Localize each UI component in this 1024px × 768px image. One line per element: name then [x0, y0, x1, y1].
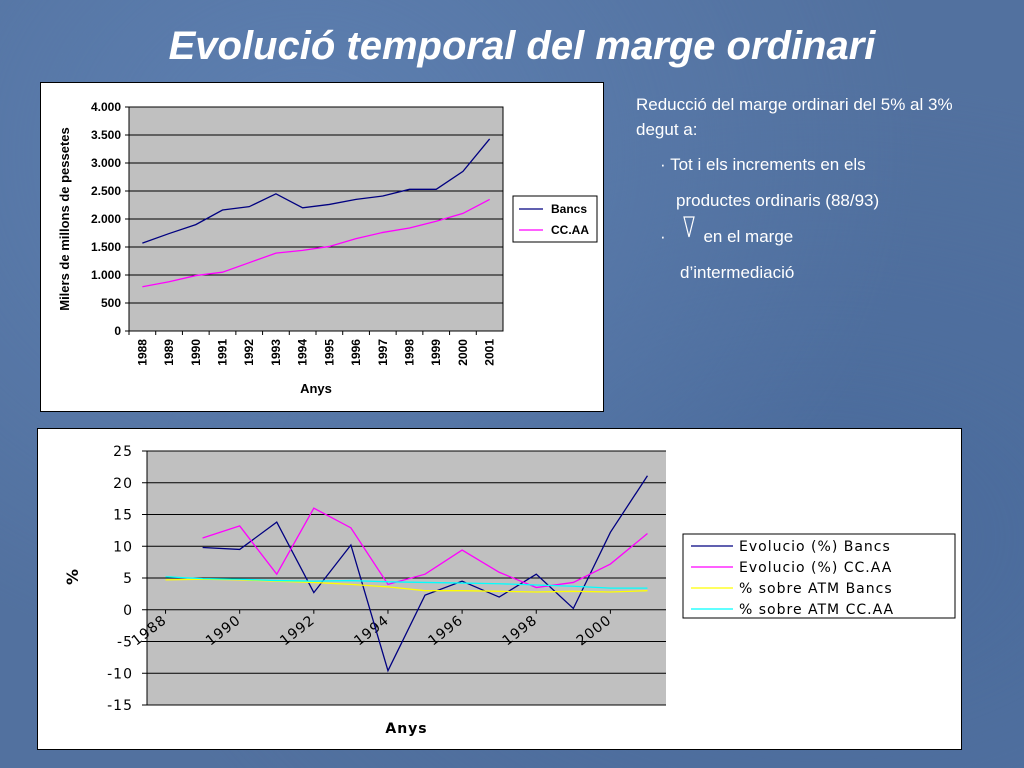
series-line-evolucio-bancs	[202, 475, 649, 673]
x-axis-label: Anys	[385, 721, 427, 737]
legend-box	[682, 533, 956, 619]
legend-label: Bancs	[551, 202, 587, 216]
y-tick-label: 1.000	[91, 268, 121, 282]
y-tick-label: 25	[113, 444, 133, 460]
y-tick-label: -15	[107, 698, 133, 714]
chart-absolute-margin-svg: 0 500 1.000 1.500 2.000 2.500 3.000 3.500 4.000 1…	[57, 100, 598, 396]
y-tick-label: 2.000	[91, 212, 121, 226]
y-tick-label: 0	[123, 603, 133, 619]
legend-label: % sobre ATM Bancs	[739, 581, 893, 597]
x-tick-label: 1996	[349, 339, 363, 366]
y-tick-label: 500	[101, 296, 121, 310]
legend-label: Evolucio (%) Bancs	[739, 539, 891, 555]
x-tick-label: 1994	[296, 339, 310, 366]
note-intro: Reducció del marge ordinari del 5% al 3%…	[636, 95, 953, 139]
y-axis-label: %	[63, 569, 82, 585]
x-tick-label: 1999	[429, 339, 443, 366]
legend-label: CC.AA	[551, 223, 589, 237]
chart-absolute-margin: 0 500 1.000 1.500 2.000 2.500 3.000 3.500 4.000 1…	[40, 82, 604, 412]
x-tick-label: 1998	[403, 339, 417, 366]
y-tick-label: 1.500	[91, 240, 121, 254]
bullet-dot: ·	[660, 155, 666, 174]
slide-title: Evolució temporal del marge ordinari	[168, 24, 876, 68]
x-tick-label: 2001	[483, 339, 497, 366]
y-tick-label: 20	[113, 476, 133, 492]
note-bullet-2-cont: d’intermediació	[680, 263, 795, 282]
x-axis-label: Anys	[300, 381, 332, 396]
x-tick-label: 1995	[322, 339, 336, 366]
y-tick-label: 3.000	[91, 156, 121, 170]
x-tick-label: 1988	[135, 339, 149, 366]
series-line-cc-aa	[142, 198, 490, 288]
chart-percent-evolution: -15 -10 -5 0 5 10 15 20 25 1988 1990 1992 1994 1996 19…	[37, 428, 962, 750]
legend-label: % sobre ATM CC.AA	[739, 602, 894, 618]
x-tick-label: 1992	[242, 339, 256, 366]
down-arrow-icon	[683, 216, 695, 238]
y-axis-label: Milers de millons de pessetes	[57, 127, 72, 311]
note-bullet-1: · Tot i els increments en els	[660, 152, 866, 177]
bullet-dot: ·	[660, 227, 666, 246]
x-tick-label: 1990	[189, 339, 203, 366]
y-tick-label: 4.000	[91, 100, 121, 114]
series-line-bancs	[142, 138, 491, 244]
note-bullet-2-text: en el marge	[703, 227, 794, 246]
x-tick-label: 1989	[162, 339, 176, 366]
x-tick-label: 1991	[216, 339, 230, 366]
y-tick-label: 3.500	[91, 128, 121, 142]
y-tick-label: 0	[114, 324, 121, 338]
series-line-evolucio-cc-aa	[202, 507, 648, 589]
y-tick-label: 2.500	[91, 184, 121, 198]
legend-label: Evolucio (%) CC.AA	[739, 560, 892, 576]
y-tick-label: -10	[107, 666, 133, 682]
y-tick-label: 15	[113, 508, 133, 524]
note-bullet-2: · en el marge	[660, 224, 793, 249]
y-tick-label: -5	[117, 635, 133, 651]
y-tick-label: 5	[123, 571, 133, 587]
legend-box	[512, 195, 598, 243]
x-tick-label: 1997	[376, 339, 390, 366]
note-bullet-1-text: Tot i els increments en els	[670, 155, 866, 174]
x-tick-label: 1993	[269, 339, 283, 366]
note-bullet-1-cont: productes ordinaris (88/93)	[676, 191, 880, 210]
y-tick-label: 10	[113, 539, 133, 555]
series-line--sobre-atm-cc-aa	[165, 576, 648, 589]
x-tick-label: 2000	[456, 339, 470, 366]
